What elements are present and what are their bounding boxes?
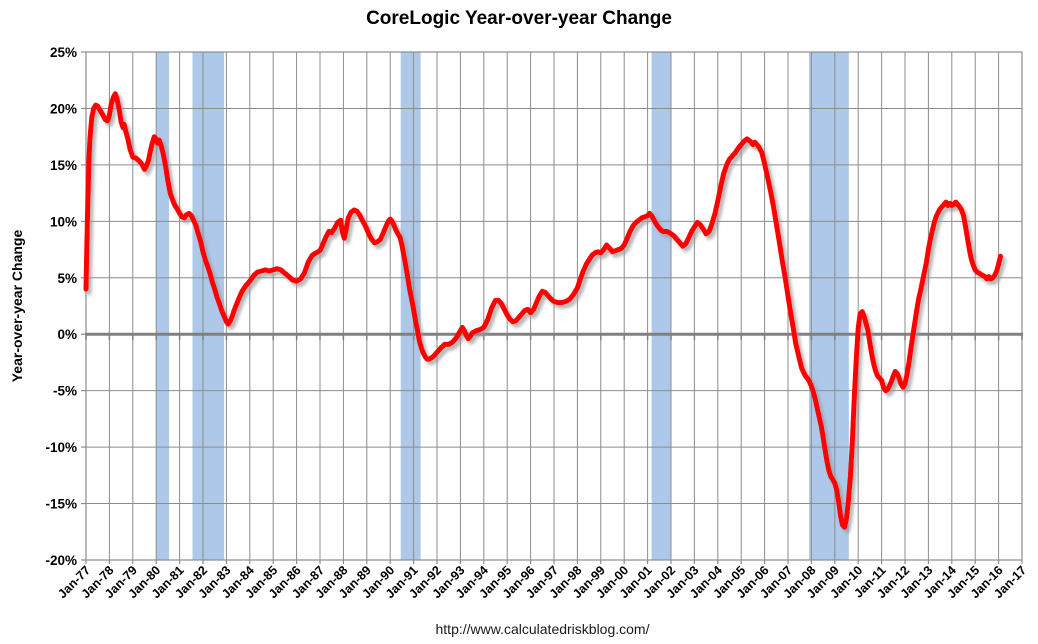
chart-title: CoreLogic Year-over-year Change bbox=[366, 8, 672, 29]
y-tick-label: -5% bbox=[53, 384, 77, 399]
y-tick-label: -15% bbox=[45, 497, 77, 512]
y-tick-label: 10% bbox=[50, 214, 77, 229]
y-tick-label: 25% bbox=[50, 45, 77, 60]
recession-band bbox=[156, 52, 170, 560]
y-axis-title: Year-over-year Change bbox=[9, 229, 25, 383]
y-tick-label: 15% bbox=[50, 158, 77, 173]
source-url: http://www.calculatedriskblog.com/ bbox=[435, 621, 650, 637]
recession-band bbox=[809, 52, 849, 560]
y-tick-label: -20% bbox=[45, 553, 77, 568]
recession-band bbox=[651, 52, 671, 560]
y-tick-label: 5% bbox=[57, 271, 77, 286]
gridlines-group bbox=[85, 51, 1023, 561]
data-line-group bbox=[83, 91, 1003, 530]
y-tick-label: 20% bbox=[50, 101, 77, 116]
y-tick-label: -10% bbox=[45, 440, 77, 455]
data-line bbox=[83, 91, 1003, 530]
y-tick-label: 0% bbox=[57, 327, 77, 342]
